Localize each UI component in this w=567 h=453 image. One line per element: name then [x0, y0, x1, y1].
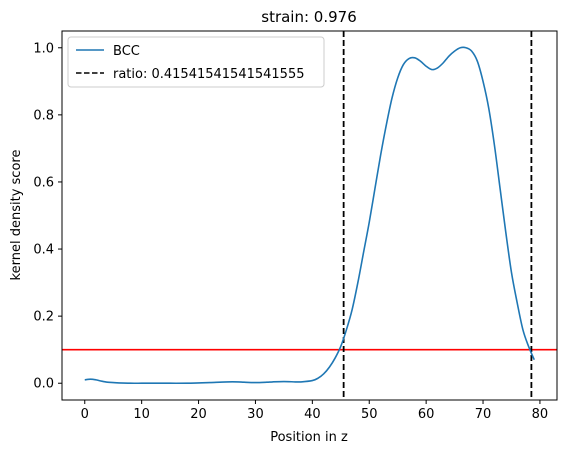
legend-label-ratio: ratio: 0.41541541541541555	[113, 67, 305, 82]
x-tick-label: 80	[532, 407, 549, 422]
x-tick-label: 40	[304, 407, 321, 422]
y-tick-label: 0.0	[33, 377, 54, 392]
plot-area	[62, 31, 557, 400]
y-tick-label: 1.0	[33, 41, 54, 56]
x-tick-label: 60	[418, 407, 435, 422]
x-axis-label: Position in z	[270, 430, 348, 445]
x-tick-label: 0	[81, 407, 89, 422]
y-tick-label: 0.4	[33, 243, 54, 258]
x-tick-label: 10	[133, 407, 150, 422]
x-tick-label: 50	[361, 407, 378, 422]
series-line-bcc	[84, 46, 535, 385]
x-tick-label: 70	[475, 407, 492, 422]
plot-frame	[61, 30, 558, 401]
y-axis-label: kernel density score	[9, 150, 24, 281]
x-tick-label: 30	[247, 407, 264, 422]
y-tick-label: 0.6	[33, 175, 54, 190]
legend-label-bcc: BCC	[113, 44, 140, 59]
legend: BCC ratio: 0.41541541541541555	[67, 36, 325, 88]
series-layer	[84, 46, 535, 385]
x-tick-label: 20	[190, 407, 207, 422]
y-axis: 0.0 0.2 0.4 0.6 0.8 1.0	[33, 41, 62, 392]
y-tick-label: 0.2	[33, 310, 54, 325]
x-axis: 0 10 20 30 40 50 60 70 80	[81, 400, 549, 422]
y-tick-label: 0.8	[33, 108, 54, 123]
legend-box	[67, 36, 325, 88]
chart-title: strain: 0.976	[261, 8, 357, 26]
